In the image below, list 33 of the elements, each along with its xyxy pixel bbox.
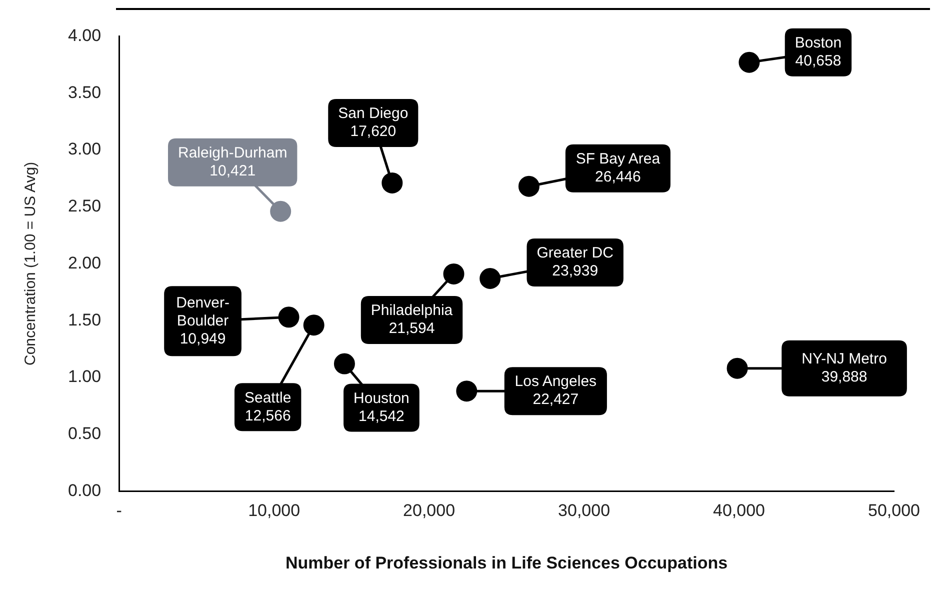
text: Denver-Boulder	[176, 294, 230, 330]
y-tick-label: 4.00	[68, 26, 102, 45]
y-tick-label: 0.50	[68, 424, 102, 444]
y-tick-label: 3.50	[68, 82, 102, 102]
x-tick-label: 40,000	[713, 501, 766, 520]
text: Seattle	[244, 389, 292, 406]
text: SF Bay Area	[576, 150, 661, 168]
annotation: 12,566	[244, 407, 291, 424]
y-tick-label: 2.50	[68, 196, 102, 216]
text: Greater DC	[536, 244, 614, 262]
annotation: 21,594	[388, 320, 435, 338]
x-axis-title: Number of Professionals in Life Sciences Occupations	[285, 553, 728, 572]
text: Los Angeles	[514, 373, 597, 390]
annotation: 14,542	[358, 408, 404, 425]
x-tick-label: 50,000	[868, 501, 920, 520]
annotation: 10,949	[180, 330, 226, 348]
annotation: 22,427	[532, 391, 579, 408]
y-tick-label: 0.00	[68, 480, 102, 500]
x-tick-label: 20,000	[403, 501, 456, 520]
text: NY-NJ Metro	[802, 350, 887, 368]
x-tick-label: 30,000	[558, 501, 610, 520]
y-axis-title: Concentration (1.00 = US Avg)	[22, 162, 40, 366]
y-tick-label: 2.00	[68, 253, 102, 272]
y-tick-label: 3.00	[68, 140, 102, 159]
x-tick-label: -	[116, 501, 122, 520]
annotation: 39,888	[821, 368, 868, 386]
text: San Diego	[338, 105, 408, 122]
text: Raleigh-Durham	[178, 144, 288, 162]
x-tick-label: 10,000	[248, 501, 300, 520]
annotation: 17,620	[350, 123, 396, 140]
y-tick-label: 1.50	[68, 310, 102, 330]
y-tick-label: 1.00	[68, 367, 102, 386]
text: Boston	[794, 34, 842, 52]
